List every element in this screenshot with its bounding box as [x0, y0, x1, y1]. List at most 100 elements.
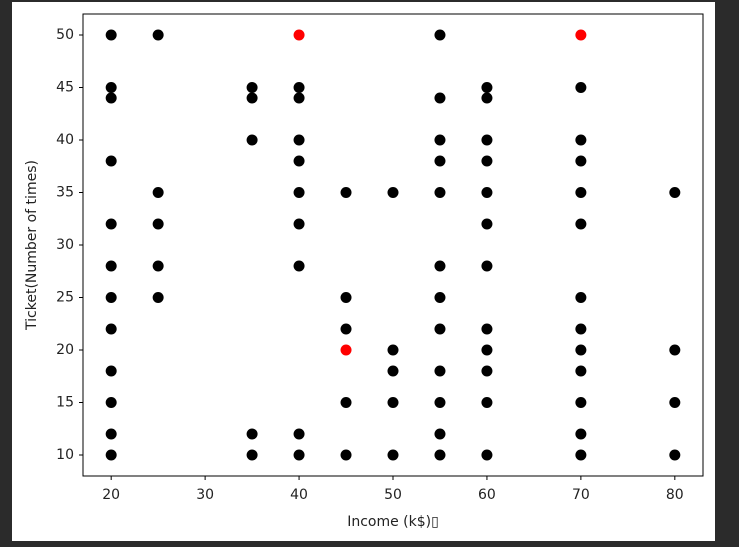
scatter-point [387, 187, 399, 198]
scatter-point [575, 155, 587, 167]
scatter-point [105, 449, 117, 461]
scatter-point [152, 292, 164, 303]
scatter-point [434, 323, 446, 335]
scatter-point [246, 134, 258, 146]
scatter-point [387, 365, 399, 377]
x-tick-label: 20 [102, 487, 120, 503]
scatter-point [340, 397, 352, 408]
scatter-point [246, 449, 258, 461]
x-tick-label: 50 [384, 487, 402, 503]
scatter-point [105, 218, 117, 230]
scatter-point [434, 155, 446, 167]
scatter-point [575, 134, 587, 146]
scatter-point [246, 82, 258, 93]
scatter-point [669, 344, 681, 356]
scatter-point [575, 82, 587, 93]
scatter-point [575, 397, 587, 408]
y-tick-label: 35 [56, 185, 74, 201]
y-tick-label: 45 [56, 80, 74, 96]
scatter-point [481, 344, 493, 356]
scatter-point [481, 260, 493, 272]
scatter-point [293, 187, 305, 198]
scatter-point [481, 397, 493, 408]
scatter-point [105, 365, 117, 377]
scatter-point [340, 187, 352, 198]
scatter-point [152, 260, 164, 272]
scatter-point [434, 428, 446, 440]
y-tick-label: 25 [56, 290, 74, 306]
scatter-point [105, 82, 117, 93]
scatter-point [575, 323, 587, 335]
scatter-point [481, 82, 493, 93]
scatter-point [434, 187, 446, 198]
y-axis-label: Ticket(Number of times) [24, 160, 40, 331]
scatter-point [575, 218, 587, 230]
scatter-point [434, 292, 446, 303]
figure-background [12, 2, 715, 541]
y-tick-label: 50 [56, 27, 74, 43]
scatter-point [669, 397, 681, 408]
scatter-point [575, 29, 587, 41]
y-tick-label: 40 [56, 132, 74, 148]
scatter-point [293, 260, 305, 272]
x-tick-label: 30 [196, 487, 214, 503]
x-tick-label: 70 [572, 487, 590, 503]
scatter-point [575, 449, 587, 461]
x-axis-label: Income (k$)▯ [347, 514, 439, 530]
scatter-point [293, 155, 305, 167]
scatter-point [105, 155, 117, 167]
y-tick-label: 20 [56, 342, 74, 358]
scatter-point [434, 134, 446, 146]
scatter-point [387, 449, 399, 461]
scatter-point [246, 428, 258, 440]
scatter-point [481, 187, 493, 198]
scatter-point [481, 134, 493, 146]
scatter-point [105, 29, 117, 41]
scatter-point [293, 134, 305, 146]
scatter-point [340, 323, 352, 335]
scatter-point [669, 187, 681, 198]
scatter-point [293, 449, 305, 461]
scatter-point [434, 449, 446, 461]
scatter-point [246, 92, 258, 104]
scatter-point [105, 292, 117, 303]
x-tick-label: 40 [290, 487, 308, 503]
scatter-point [481, 92, 493, 104]
scatter-point [105, 397, 117, 408]
scatter-point [434, 260, 446, 272]
scatter-point [387, 344, 399, 356]
scatter-point [575, 365, 587, 377]
scatter-point [340, 344, 352, 356]
y-tick-label: 30 [56, 237, 74, 253]
y-tick-label: 15 [56, 395, 74, 411]
scatter-point [105, 323, 117, 335]
scatter-point [152, 187, 164, 198]
scatter-point [575, 187, 587, 198]
x-tick-label: 60 [478, 487, 496, 503]
x-tick-label: 80 [666, 487, 684, 503]
scatter-point [575, 292, 587, 303]
scatter-point [669, 449, 681, 461]
scatter-point [481, 218, 493, 230]
scatter-point [434, 397, 446, 408]
scatter-point [434, 365, 446, 377]
scatter-point [293, 428, 305, 440]
scatter-point [293, 92, 305, 104]
scatter-point [340, 292, 352, 303]
scatter-point [481, 155, 493, 167]
scatter-point [293, 218, 305, 230]
y-tick-label: 10 [56, 447, 74, 463]
scatter-point [105, 260, 117, 272]
scatter-point [105, 92, 117, 104]
scatter-point [481, 449, 493, 461]
scatter-point [481, 365, 493, 377]
scatter-point [387, 397, 399, 408]
scatter-point [105, 428, 117, 440]
scatter-point [152, 29, 164, 41]
scatter-point [575, 344, 587, 356]
scatter-point [152, 218, 164, 230]
scatter-point [340, 449, 352, 461]
scatter-point [434, 29, 446, 41]
scatter-point [575, 428, 587, 440]
scatter-point [434, 92, 446, 104]
